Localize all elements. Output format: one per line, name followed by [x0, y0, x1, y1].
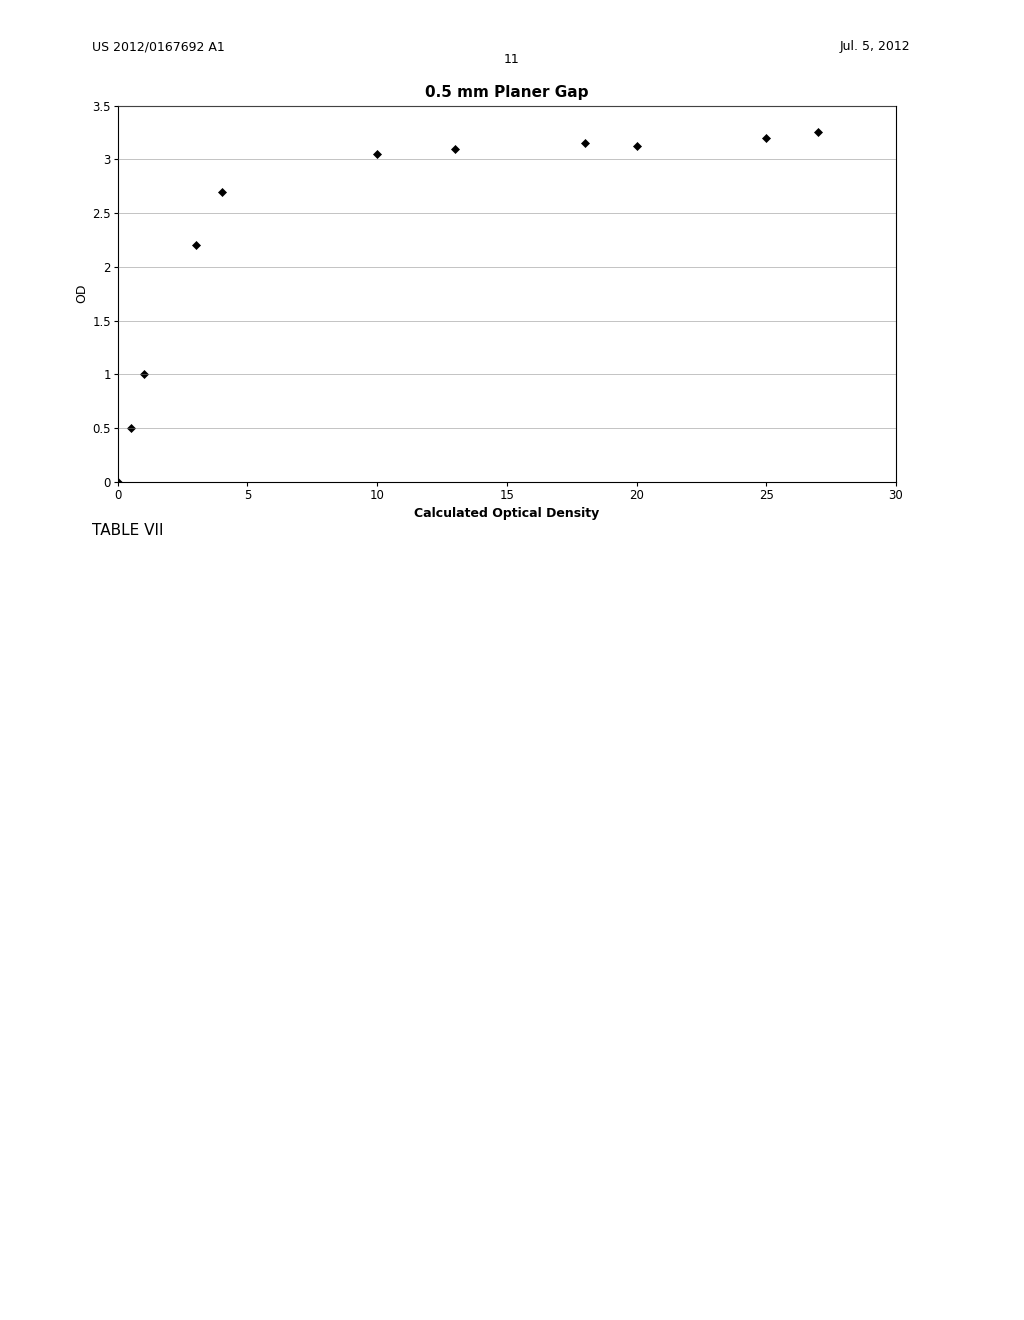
Text: TABLE VII: TABLE VII — [92, 523, 164, 537]
Title: 0.5 mm Planer Gap: 0.5 mm Planer Gap — [425, 86, 589, 100]
Y-axis label: OD: OD — [75, 284, 88, 304]
X-axis label: Calculated Optical Density: Calculated Optical Density — [415, 507, 599, 520]
Text: 11: 11 — [504, 53, 520, 66]
Text: US 2012/0167692 A1: US 2012/0167692 A1 — [92, 40, 225, 53]
Text: Jul. 5, 2012: Jul. 5, 2012 — [840, 40, 910, 53]
